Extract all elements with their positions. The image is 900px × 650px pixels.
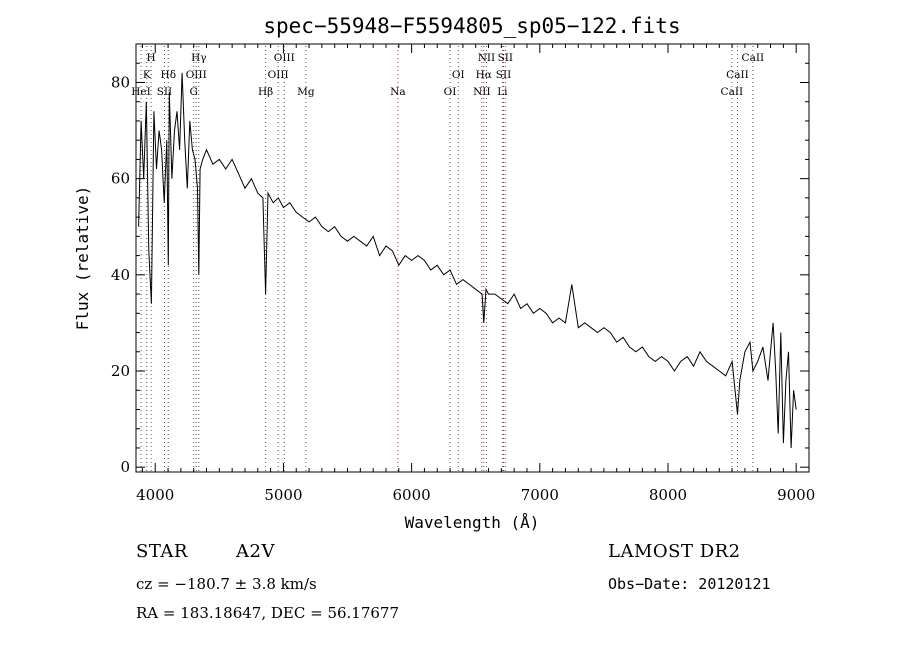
x-tick-label: 9000 xyxy=(777,486,815,504)
line-label: HeI xyxy=(131,86,151,98)
line-label: Hγ xyxy=(191,52,206,64)
line-label: SII xyxy=(498,52,514,64)
line-label: NII xyxy=(478,52,495,64)
spectral-line-labels: HeI KH SII Hδ G OIII Hγ Hβ OIII OIII Mg Na OI OI NII Hα… xyxy=(131,52,764,98)
x-tick-label: 4000 xyxy=(136,486,174,504)
line-label: Hδ xyxy=(161,69,176,81)
x-tick-label: 6000 xyxy=(393,486,431,504)
object-class: STAR xyxy=(136,541,188,562)
line-label: OI xyxy=(444,86,457,98)
x-tick-label: 8000 xyxy=(649,486,687,504)
line-label: CaII xyxy=(721,86,744,98)
line-label: SII xyxy=(496,69,512,81)
line-label: H xyxy=(147,52,156,64)
line-label: K xyxy=(143,69,151,81)
plot-frame xyxy=(135,43,810,473)
line-label: Li xyxy=(497,86,508,98)
y-tick-label: 60 xyxy=(111,170,130,188)
observation-date: Obs−Date: 20120121 xyxy=(608,575,771,593)
chart-title: spec−55948−F5594805_sp05−122.fits xyxy=(263,14,680,38)
y-tick-label: 40 xyxy=(111,266,130,284)
line-label: Hα xyxy=(476,69,492,81)
y-tick-label: 20 xyxy=(111,362,130,380)
line-label: SII xyxy=(157,86,173,98)
line-label: OI xyxy=(452,69,465,81)
spectral-line-markers xyxy=(140,46,754,472)
y-axis: 0 20 40 60 80 xyxy=(111,62,809,476)
line-label: OIII xyxy=(274,52,295,64)
line-label: G xyxy=(189,86,197,98)
x-tick-label: 5000 xyxy=(264,486,302,504)
line-label: Na xyxy=(390,86,405,98)
ra-dec-coords: RA = 183.18647, DEC = 56.17677 xyxy=(136,604,400,622)
line-label: CaII xyxy=(726,69,749,81)
line-label: Mg xyxy=(297,86,315,98)
spectrum-line xyxy=(138,72,797,449)
x-tick-label: 7000 xyxy=(521,486,559,504)
y-tick-label: 80 xyxy=(111,73,130,91)
survey-name: LAMOST DR2 xyxy=(608,541,741,562)
y-tick-label: 0 xyxy=(120,458,130,476)
line-label: NII xyxy=(473,86,490,98)
line-label: CaII xyxy=(742,52,765,64)
y-axis-label: Flux (relative) xyxy=(73,186,92,331)
line-label: Hβ xyxy=(258,86,273,98)
x-axis: 4000 5000 6000 7000 8000 9000 xyxy=(136,44,815,504)
object-subclass: A2V xyxy=(236,541,275,562)
line-label: OIII xyxy=(186,69,207,81)
line-label: OIII xyxy=(268,69,289,81)
x-axis-label: Wavelength (Å) xyxy=(405,513,540,532)
redshift-cz: cz = −180.7 ± 3.8 km/s xyxy=(136,575,317,593)
